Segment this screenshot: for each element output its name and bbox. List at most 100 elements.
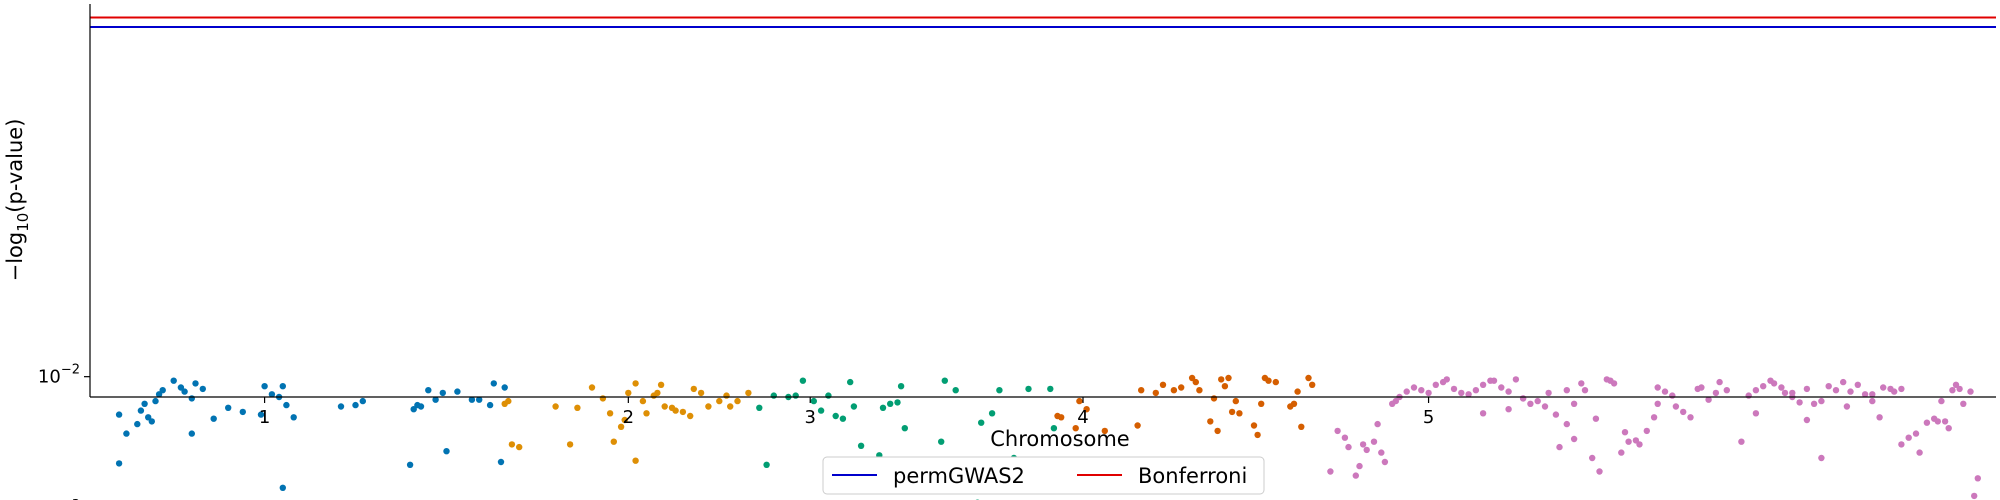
data-point (942, 378, 948, 384)
data-point (1847, 388, 1853, 394)
data-point (1698, 384, 1704, 390)
data-point (1651, 414, 1657, 420)
data-point (1058, 414, 1064, 420)
y-axis-label-subscript: 10 (14, 213, 32, 232)
x-tick-label: 3 (804, 407, 815, 428)
data-point (1967, 388, 1973, 394)
data-point (654, 390, 660, 396)
data-point (680, 409, 686, 415)
data-point (1582, 387, 1588, 393)
data-point (691, 386, 697, 392)
data-point (1949, 387, 1955, 393)
data-point (1607, 378, 1613, 384)
data-point (1309, 382, 1315, 388)
data-point (607, 410, 613, 416)
data-point (1374, 421, 1380, 427)
data-point (989, 410, 995, 416)
x-axis-label: Chromosome (990, 427, 1129, 451)
data-point (1844, 403, 1850, 409)
data-point (1564, 387, 1570, 393)
data-point (818, 407, 824, 413)
data-point (1789, 390, 1795, 396)
data-point (1214, 428, 1220, 434)
data-point (1771, 380, 1777, 386)
data-point (1644, 428, 1650, 434)
data-point (1458, 390, 1464, 396)
data-point (509, 441, 515, 447)
data-point (1753, 387, 1759, 393)
data-point (1938, 398, 1944, 404)
data-point (440, 390, 446, 396)
data-point (502, 384, 508, 390)
data-point (1076, 398, 1082, 404)
data-point (1553, 411, 1559, 417)
data-point (116, 460, 122, 466)
data-point (567, 441, 573, 447)
data-point (1196, 387, 1202, 393)
data-point (1596, 468, 1602, 474)
data-point (672, 407, 678, 413)
data-point (192, 380, 198, 386)
data-point (1716, 379, 1722, 385)
data-point (505, 398, 511, 404)
data-point (1229, 409, 1235, 415)
data-point (171, 378, 177, 384)
data-point (1669, 392, 1675, 398)
data-point (1946, 425, 1952, 431)
data-point (1818, 398, 1824, 404)
data-point (1542, 403, 1548, 409)
data-point (1578, 380, 1584, 386)
data-point (840, 416, 846, 422)
data-point (1444, 376, 1450, 382)
data-point (1236, 410, 1242, 416)
data-point (1880, 384, 1886, 390)
data-point (225, 405, 231, 411)
data-point (443, 448, 449, 454)
data-point (152, 398, 158, 404)
data-point (851, 403, 857, 409)
data-point (887, 401, 893, 407)
data-point (894, 399, 900, 405)
data-point (1811, 401, 1817, 407)
data-point (1211, 395, 1217, 401)
y-ticks: 10−210−310−410−5 (38, 363, 90, 500)
data-point (833, 413, 839, 419)
x-tick-label: 5 (1423, 407, 1434, 428)
data-point (1753, 410, 1759, 416)
data-point (1687, 414, 1693, 420)
data-point (1480, 410, 1486, 416)
data-point (1342, 435, 1348, 441)
data-point (1782, 390, 1788, 396)
data-point (662, 403, 668, 409)
data-point (1796, 399, 1802, 405)
data-point (1418, 387, 1424, 393)
data-point (1840, 379, 1846, 385)
data-point (1298, 424, 1304, 430)
data-point (1916, 449, 1922, 455)
data-point (1891, 388, 1897, 394)
data-point (745, 390, 751, 396)
data-point (1411, 384, 1417, 390)
data-point (1662, 388, 1668, 394)
data-point (723, 392, 729, 398)
data-point (1491, 378, 1497, 384)
data-point (902, 425, 908, 431)
y-tick-label: 10−2 (38, 363, 80, 388)
data-point (727, 403, 733, 409)
data-point (1898, 441, 1904, 447)
data-point (1134, 422, 1140, 428)
data-point (1353, 472, 1359, 478)
data-point (825, 392, 831, 398)
data-point (1505, 406, 1511, 412)
data-point (1942, 418, 1948, 424)
data-point (756, 405, 762, 411)
data-point (1364, 447, 1370, 453)
data-point (1480, 382, 1486, 388)
data-point (1564, 421, 1570, 427)
data-point (1535, 398, 1541, 404)
data-point (1898, 386, 1904, 392)
data-point (552, 403, 558, 409)
data-point (589, 384, 595, 390)
data-point (1305, 375, 1311, 381)
